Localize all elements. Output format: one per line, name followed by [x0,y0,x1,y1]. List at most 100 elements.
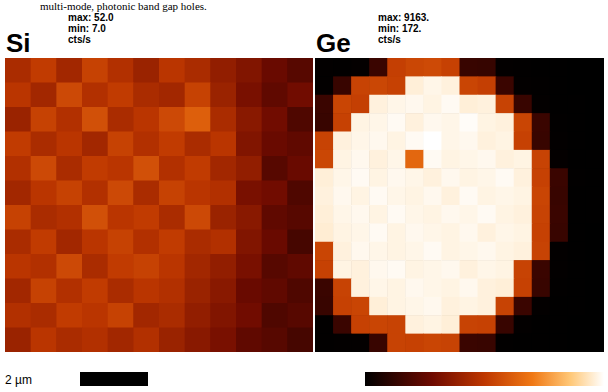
heatmap-cell [514,150,533,169]
heatmap-cell [478,242,497,261]
heatmap-cell [514,187,533,206]
heatmap-cell [550,315,569,334]
heatmap-cell [133,181,159,206]
heatmap-cell [262,132,288,157]
heatmap-cell [159,230,185,255]
heatmap-cell [351,76,370,95]
heatmap-cell [478,260,497,279]
heatmap-cell [532,150,551,169]
heatmap-cell [82,254,108,279]
heatmap-cell [387,242,406,261]
heatmap-cell [369,223,388,242]
heatmap-cell [568,95,587,114]
heatmap-cell [514,132,533,151]
heatmap-cell [31,83,57,108]
heatmap-cell [262,230,288,255]
heatmap-cell [262,205,288,230]
heatmap-cell [5,156,31,181]
heatmap-cell [423,187,442,206]
heatmap-cell [159,83,185,108]
heatmap-cell [423,297,442,316]
heatmap-cell [133,303,159,328]
heatmap-cell [441,205,460,224]
heatmap-cell [31,156,57,181]
heatmap-cell [496,132,515,151]
heatmap-cell [423,76,442,95]
heatmap-cell [496,223,515,242]
heatmap-cell [514,315,533,334]
heatmap-cell [108,181,134,206]
heatmap-cell [56,230,82,255]
heatmap-cell [478,223,497,242]
heatmap-cell [532,242,551,261]
heatmap-cell [5,328,31,353]
heatmap-cell [210,230,236,255]
heatmap-cell [423,205,442,224]
heatmap-cell [550,242,569,261]
heatmap-cell [82,58,108,83]
heatmap-cell [460,260,479,279]
heatmap-cell [460,279,479,298]
heatmap-cell [333,242,352,261]
heatmap-cell [315,113,334,132]
heatmap-cell [586,58,604,77]
heatmap-cell [108,303,134,328]
heatmap-cell [405,223,424,242]
heatmap-cell [441,95,460,114]
heatmap-cell [496,168,515,187]
heatmap-cell [423,168,442,187]
heatmap-cell [478,279,497,298]
heatmap-cell [262,58,288,83]
heatmap-cell [351,315,370,334]
heatmap-cell [460,187,479,206]
heatmap-cell [82,107,108,132]
heatmap-cell [568,113,587,132]
heatmap-cell [568,132,587,151]
heatmap-cell [351,334,370,352]
heatmap-cell [133,254,159,279]
heatmap-cell [287,156,313,181]
heatmap-cell [185,156,211,181]
heatmap-cell [496,315,515,334]
heatmap-cell [387,132,406,151]
unit-label: cts/s [378,34,401,45]
heatmap-cell [496,242,515,261]
heatmap-cell [351,168,370,187]
heatmap-cell [405,187,424,206]
colorbar [365,372,604,386]
heatmap-panel: Gemax: 9163.min: 172.cts/s [315,12,605,353]
heatmap-cell [262,83,288,108]
heatmap-cell [56,279,82,304]
heatmap-cell [550,132,569,151]
min-label: min: 7.0 [68,23,106,34]
heatmap-cell [31,107,57,132]
heatmap-cell [333,76,352,95]
heatmap-cell [82,181,108,206]
heatmap-cell [568,168,587,187]
heatmap-cell [441,260,460,279]
heatmap-cell [405,315,424,334]
heatmap-cell [287,181,313,206]
heatmap-cell [108,328,134,353]
heatmap-cell [108,83,134,108]
heatmap-cell [56,303,82,328]
heatmap-cell [387,168,406,187]
heatmap-cell [262,303,288,328]
heatmap-cell [532,132,551,151]
heatmap-cell [478,76,497,95]
heatmap-cell [387,223,406,242]
heatmap-cell [236,83,262,108]
panel-title: Ge [316,28,351,58]
heatmap-cell [369,297,388,316]
heatmap-cell [108,254,134,279]
heatmap-cell [460,132,479,151]
heatmap-cell [236,303,262,328]
heatmap-cell [478,95,497,114]
heatmap-cell [56,328,82,353]
heatmap-cell [496,297,515,316]
heatmap-cell [586,315,604,334]
heatmap-cell [56,205,82,230]
heatmap-cell [5,254,31,279]
heatmap-cell [550,297,569,316]
heatmap-cell [185,230,211,255]
